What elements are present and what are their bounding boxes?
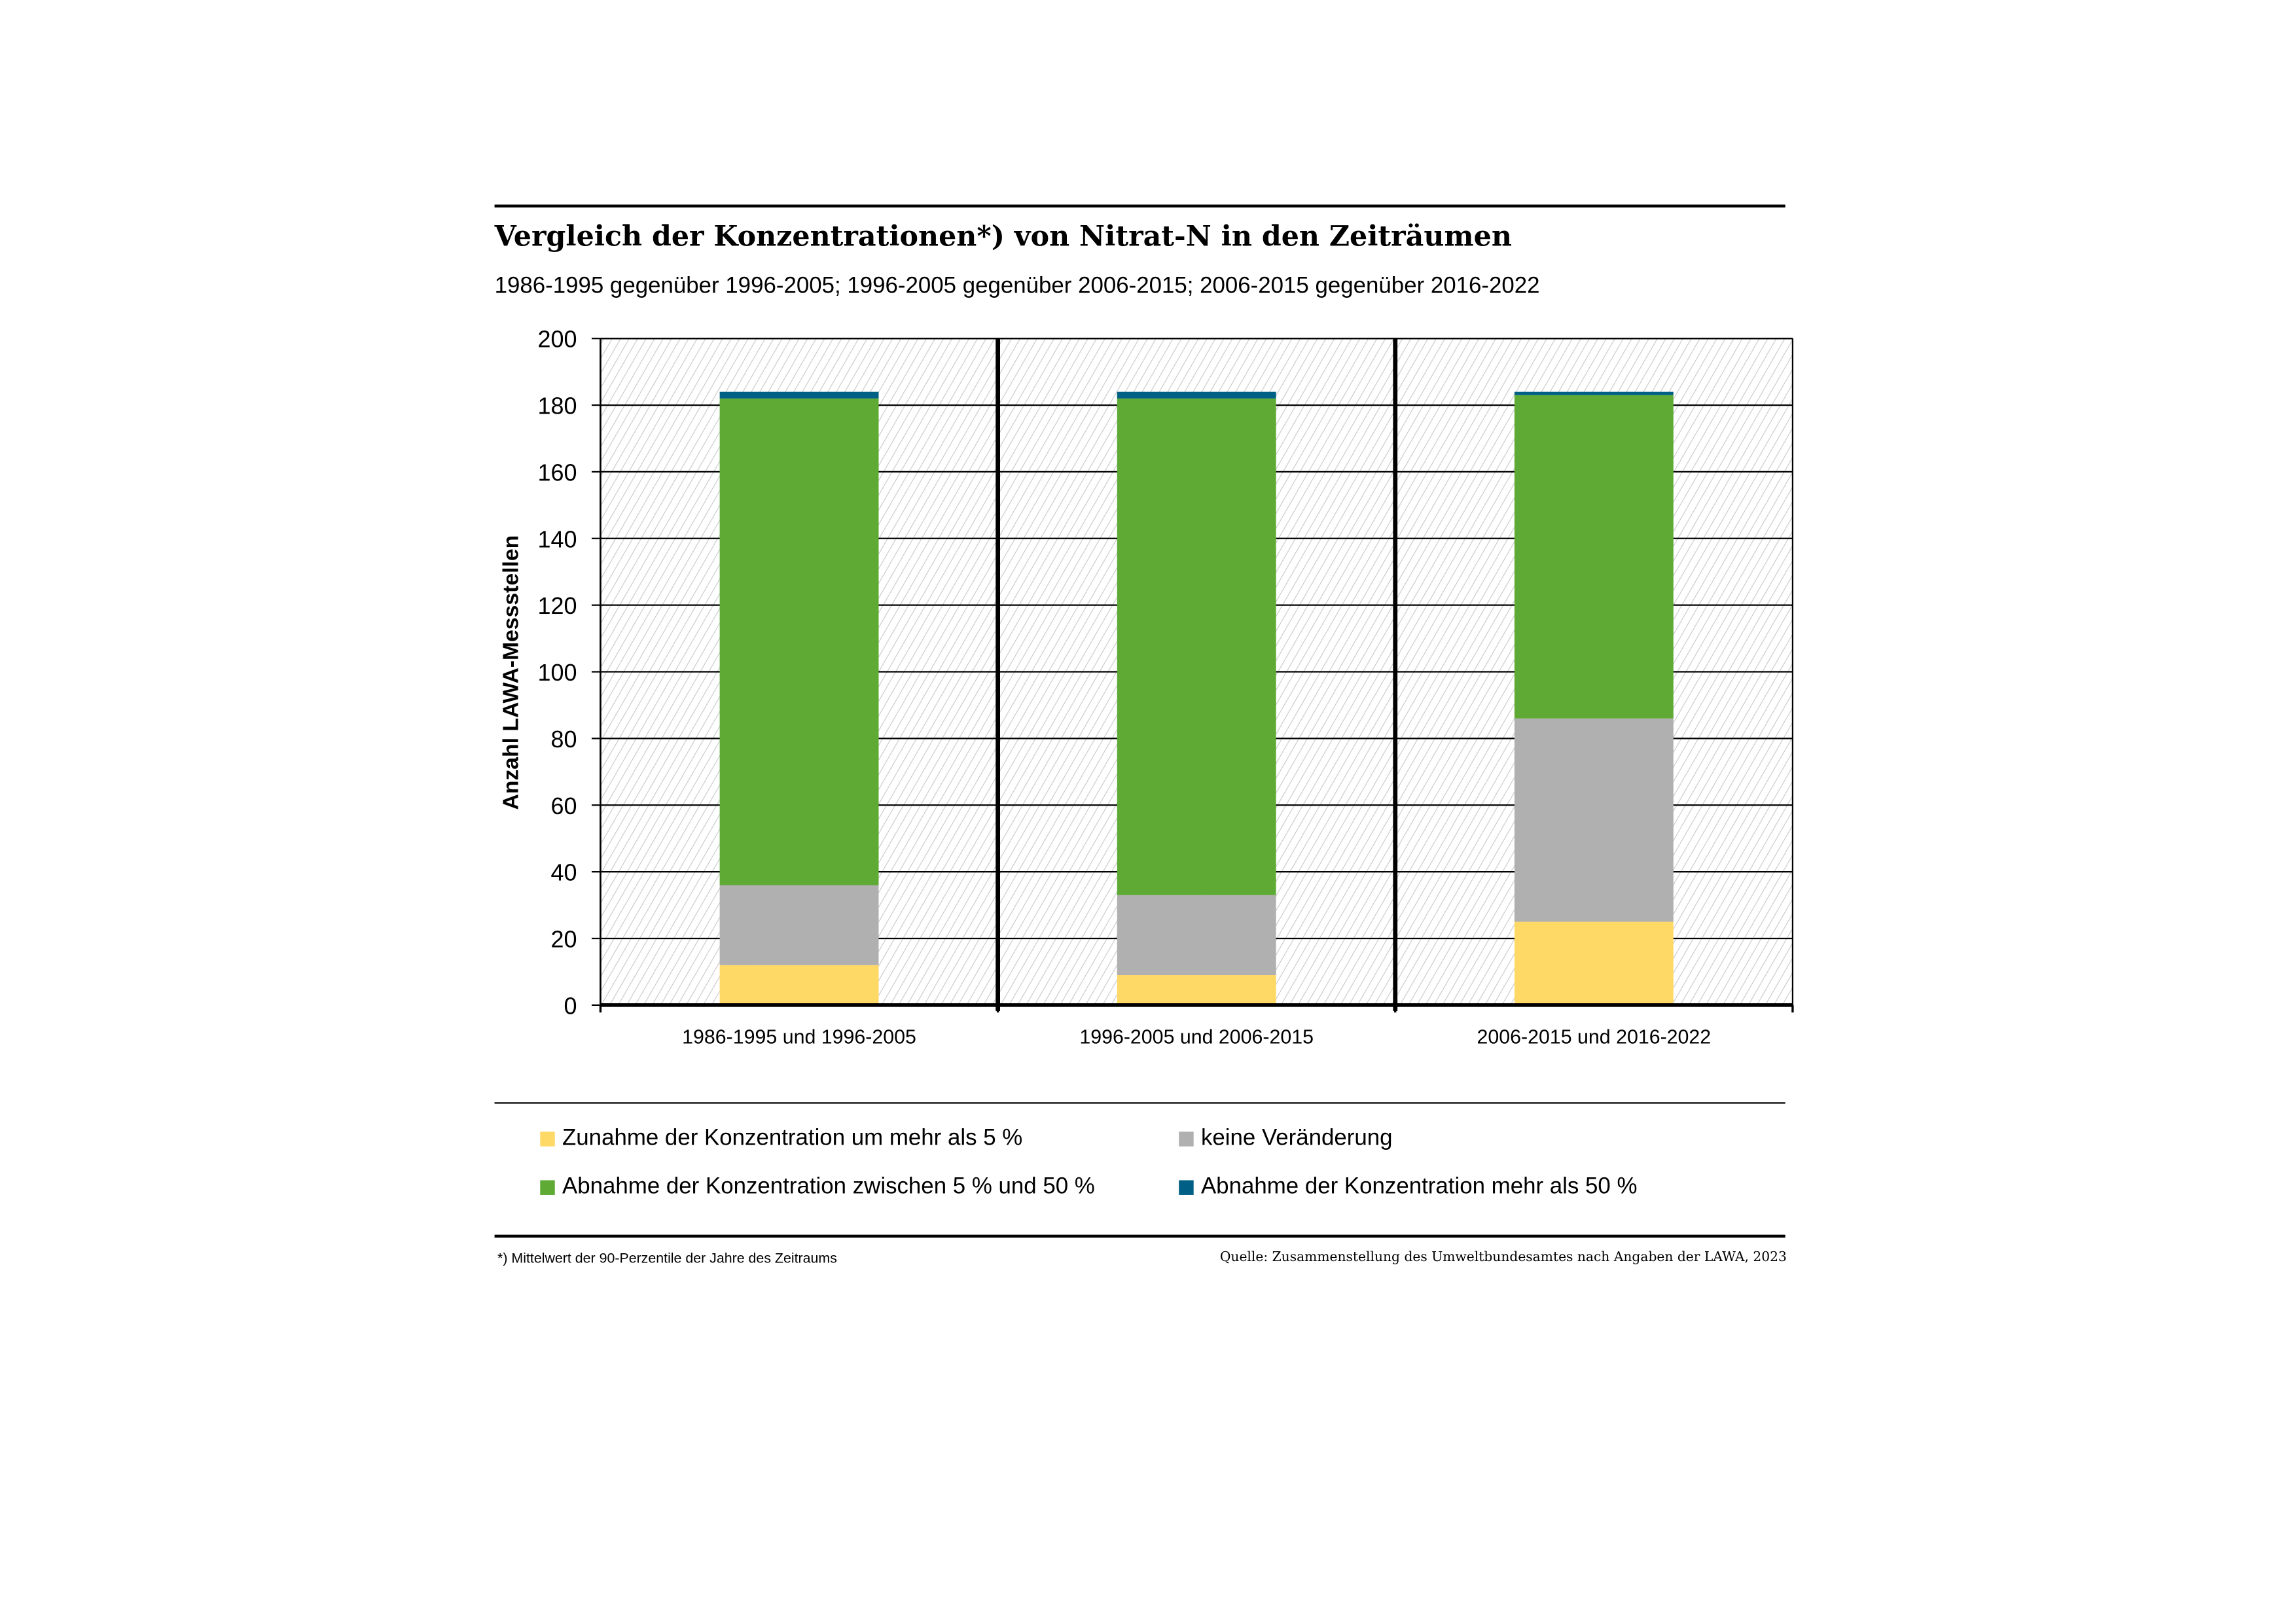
y-tick-label: 180	[537, 393, 577, 419]
bar-segment-3	[1117, 398, 1276, 895]
bar-segment-3	[1514, 395, 1674, 719]
bar-segment-4	[719, 391, 879, 399]
y-axis-label: Anzahl LAWA-Messstellen	[499, 535, 524, 810]
y-tick-label: 40	[550, 859, 577, 886]
legend-top-rule	[494, 1102, 1785, 1104]
chart-svg: 0 20 40 60 80 100 120 140 160 180 200 1986-1995 und…	[499, 326, 1794, 1048]
bar-segment-4	[1117, 391, 1276, 399]
y-tick-label: 0	[564, 992, 577, 1019]
y-tick-label: 120	[537, 592, 577, 619]
footnote: *) Mittelwert der 90-Perzentile der Jahr…	[497, 1251, 837, 1268]
y-tick-label: 100	[537, 659, 577, 686]
y-tick-label: 200	[537, 326, 577, 353]
chart-title: Vergleich der Konzentrationen*) von Nitr…	[494, 221, 1512, 253]
y-tick-label: 20	[550, 925, 577, 952]
bar-segment-2	[1117, 895, 1276, 976]
bar-segment-3	[719, 398, 879, 885]
bottom-rule	[494, 1234, 1785, 1238]
legend-item-no-change: keine Veränderung	[1179, 1126, 1393, 1152]
x-tick-label: 1986-1995 und 1996-2005	[682, 1026, 916, 1048]
source-note: Quelle: Zusammenstellung des Umweltbunde…	[1219, 1251, 1787, 1266]
bar-segment-1	[1514, 921, 1674, 1005]
legend-label: Zunahme der Konzentration um mehr als 5 …	[562, 1126, 1023, 1151]
x-tick-label: 2006-2015 und 2016-2022	[1477, 1026, 1711, 1048]
y-tick-label: 140	[537, 526, 577, 552]
y-tick-label: 160	[537, 459, 577, 486]
bar-segment-1	[719, 965, 879, 1005]
legend-label: Abnahme der Konzentration zwischen 5 % u…	[562, 1174, 1095, 1200]
legend-swatch	[540, 1132, 555, 1147]
legend-swatch	[540, 1180, 555, 1195]
bar-segment-2	[1514, 718, 1674, 922]
bar-segment-1	[1117, 975, 1276, 1005]
legend-item-increase: Zunahme der Konzentration um mehr als 5 …	[540, 1126, 1022, 1152]
x-tick-label: 1996-2005 und 2006-2015	[1079, 1026, 1314, 1048]
bar-segment-4	[1514, 391, 1674, 395]
bar-segment-2	[719, 885, 879, 965]
legend-item-decrease-50: Abnahme der Konzentration mehr als 50 %	[1179, 1174, 1637, 1200]
legend-label: keine Veränderung	[1200, 1126, 1393, 1151]
y-tick-label: 80	[550, 726, 577, 753]
legend-label: Abnahme der Konzentration mehr als 50 %	[1200, 1174, 1638, 1200]
y-tick-label: 60	[550, 793, 577, 819]
legend-swatch	[1179, 1132, 1194, 1147]
top-rule	[494, 204, 1785, 208]
chart-subtitle: 1986-1995 gegenüber 1996-2005; 1996-2005…	[494, 274, 1540, 299]
legend-swatch	[1179, 1180, 1194, 1195]
legend-item-decrease-5-50: Abnahme der Konzentration zwischen 5 % u…	[540, 1174, 1095, 1200]
